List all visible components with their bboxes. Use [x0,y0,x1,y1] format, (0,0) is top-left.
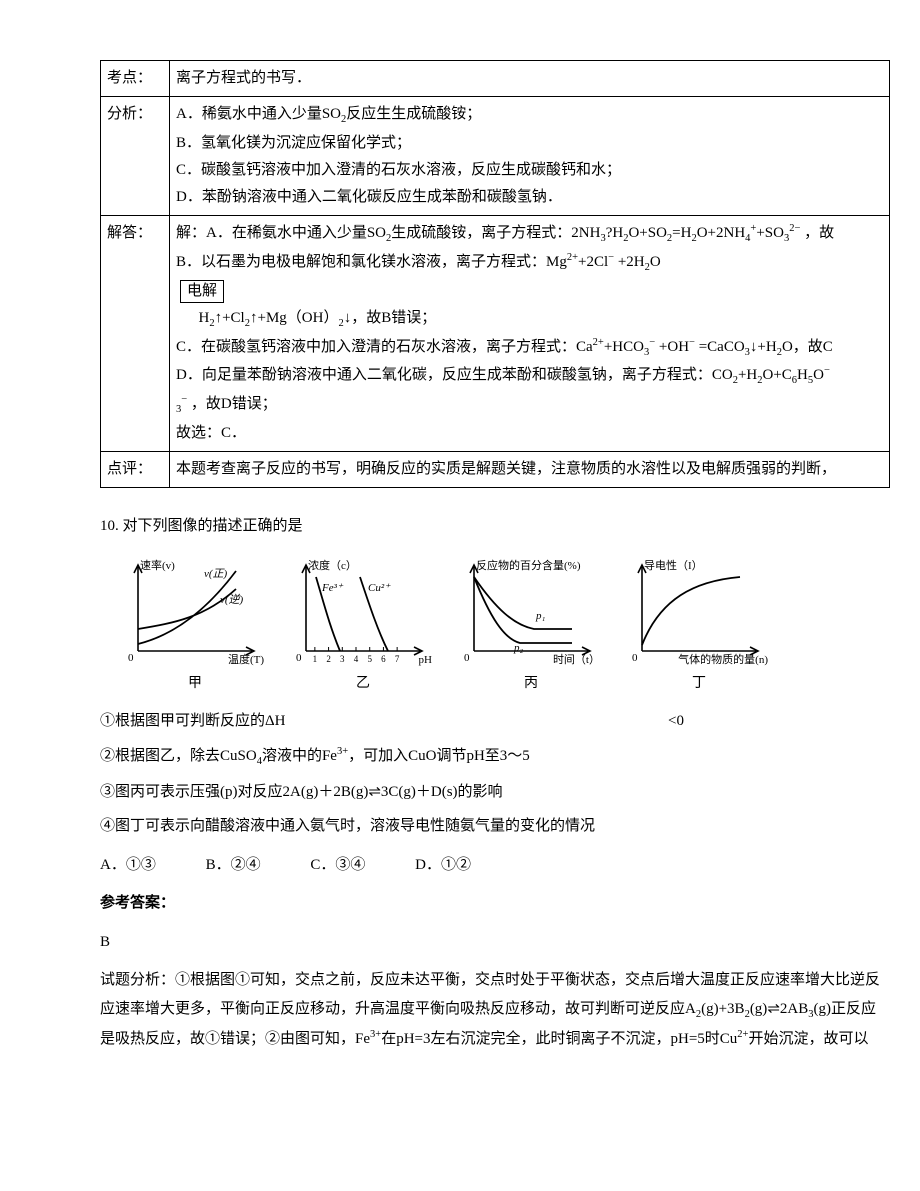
chart: 导电性（I） 0 气体的物质的量(n) 丁 [624,559,774,698]
svg-text:4: 4 [354,654,359,664]
svg-text:5: 5 [367,654,372,664]
svg-text:6: 6 [381,654,386,664]
svg-text:浓度（c）: 浓度（c） [308,559,357,572]
svg-text:Fe³⁺: Fe³⁺ [321,582,344,594]
svg-text:p₂: p₂ [513,642,524,654]
row-content: 解：A．在稀氨水中通入少量SO2生成硫酸铵，离子方程式：2NH3?H2O+SO2… [170,215,890,451]
row-content: 离子方程式的书写． [170,61,890,97]
question-10: 10. 对下列图像的描述正确的是 速率(v)0温度(T)v(正)v(逆) 甲浓度… [100,512,890,1053]
chart-caption: 丁 [624,671,774,698]
svg-text:p₁: p₁ [535,610,546,622]
svg-text:气体的物质的量(n): 气体的物质的量(n) [678,652,768,666]
q10-charts: 速率(v) 0 温度(T) v(正) v(逆) 甲 浓度（c） 0 pH 1234567 Fe³⁺… [120,559,890,698]
svg-text:0: 0 [464,652,470,664]
svg-text:反应物的百分含量(%): 反应物的百分含量(%) [476,559,581,572]
opt-b: B．②④ [206,851,261,880]
svg-text:0: 0 [128,652,134,664]
row-label: 考点： [101,61,170,97]
opt-d: D．①② [415,851,471,880]
svg-text:时间（t）: 时间（t） [553,653,600,666]
svg-text:v(逆): v(逆) [220,593,244,606]
statement: ④图丁可表示向醋酸溶液中通入氨气时，溶液导电性随氨气量的变化的情况 [100,812,890,841]
statement: ②根据图乙，除去CuSO4溶液中的Fe3+，可加入CuO调节pH至3～5 [100,742,890,772]
opt-a: A．①③ [100,851,156,880]
row-label: 解答： [101,215,170,451]
svg-text:温度(T): 温度(T) [228,652,264,666]
statement: ③图丙可表示压强(p)对反应2A(g)＋2B(g)⇌3C(g)＋D(s)的影响 [100,778,890,807]
row-content: A．稀氨水中通入少量SO2反应生生成硫酸铵；B．氢氧化镁为沉淀应保留化学式；C．… [170,97,890,216]
reference-title: 参考答案： [100,889,890,918]
opt-c: C．③④ [310,851,365,880]
svg-text:Cu²⁺: Cu²⁺ [368,582,391,594]
analysis: 试题分析：①根据图①可知，交点之前，反应未达平衡，交点时处于平衡状态，交点后增大… [100,966,890,1053]
chart: 浓度（c） 0 pH 1234567 Fe³⁺ Cu²⁺ 乙 [288,559,438,698]
chart: 反应物的百分含量(%) 0 时间（t） p₁ p₂ 丙 [456,559,606,698]
row-content: 本题考查离子反应的书写，明确反应的实质是解题关键，注意物质的水溶性以及电解质强弱… [170,452,890,488]
chart-caption: 甲 [120,671,270,698]
svg-text:v(正): v(正) [204,568,228,580]
chart: 速率(v) 0 温度(T) v(正) v(逆) 甲 [120,559,270,698]
svg-text:速率(v): 速率(v) [140,559,175,572]
row-label: 点评： [101,452,170,488]
svg-text:0: 0 [296,652,302,664]
q10-stem: 10. 对下列图像的描述正确的是 [100,512,890,541]
svg-text:3: 3 [340,654,345,664]
svg-text:7: 7 [395,654,400,664]
q10-options: A．①③ B．②④ C．③④ D．①② [100,851,890,880]
chart-caption: 丙 [456,671,606,698]
svg-text:0: 0 [632,652,638,664]
row-label: 分析： [101,97,170,216]
svg-text:2: 2 [326,654,331,664]
svg-text:pH: pH [419,654,433,666]
svg-text:导电性（I）: 导电性（I） [644,559,703,572]
q10-statements: ①根据图甲可判断反应的ΔH <0 ②根据图乙，除去CuSO4溶液中的Fe3+，可加… [100,707,890,840]
answer: B [100,928,890,957]
chart-caption: 乙 [288,671,438,698]
statement: ①根据图甲可判断反应的ΔH <0 [100,707,890,736]
explanation-table: 考点：离子方程式的书写．分析：A．稀氨水中通入少量SO2反应生生成硫酸铵；B．氢… [100,60,890,488]
svg-text:1: 1 [313,654,318,664]
